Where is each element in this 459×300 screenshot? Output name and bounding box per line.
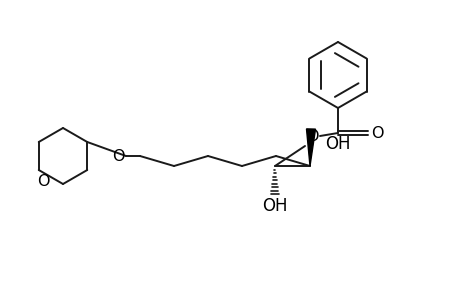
Text: O: O [370,125,382,140]
Polygon shape [306,129,315,166]
Text: O: O [112,148,124,164]
Text: OH: OH [262,197,287,215]
Text: O: O [37,173,49,188]
Text: O: O [305,128,318,143]
Text: OH: OH [325,135,350,153]
